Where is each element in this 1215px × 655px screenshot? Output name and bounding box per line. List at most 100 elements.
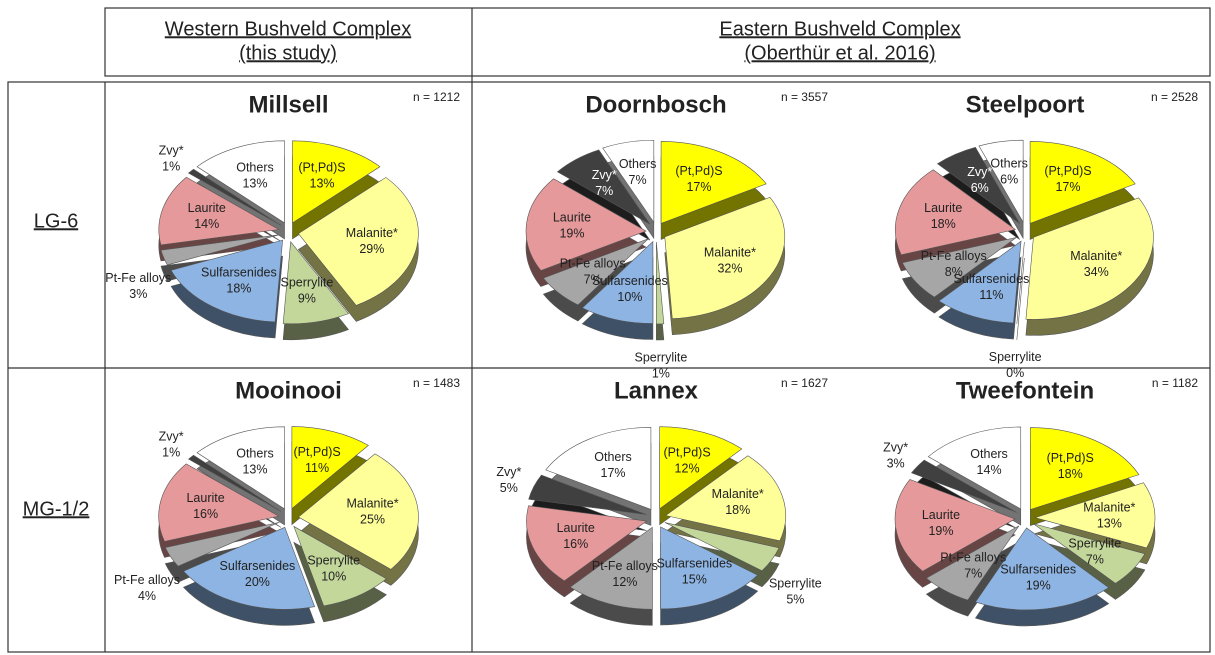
slice	[526, 505, 648, 582]
slice	[188, 454, 282, 512]
slice	[569, 526, 653, 610]
slice	[293, 525, 387, 607]
slice-value-label: 13%	[242, 176, 267, 190]
slice-label: Sulfarsenides	[656, 557, 732, 571]
row-label: MG-1/2	[23, 498, 90, 520]
slice-label: (Pt,Pd)S	[1047, 451, 1094, 465]
slice	[542, 238, 649, 306]
slice-label: Others	[594, 450, 632, 464]
slice	[974, 527, 1110, 611]
slice	[196, 140, 285, 224]
slice	[196, 426, 285, 510]
slice	[182, 526, 316, 610]
slice	[528, 474, 647, 515]
slice	[1016, 241, 1025, 324]
slice-label: Malanite*	[1083, 500, 1135, 514]
sample-size: n = 1212	[413, 90, 460, 104]
slice-label: Laurite	[924, 201, 962, 215]
slice-label: Others	[236, 160, 274, 174]
body-frame	[7, 81, 1211, 653]
slice-label: (Pt,Pd)S	[298, 160, 345, 174]
slice-value-label: 19%	[1026, 578, 1051, 592]
slice-value-label: 7%	[1086, 552, 1104, 566]
slice-label: Others	[990, 157, 1028, 171]
slice-value-label: 18%	[1058, 467, 1083, 481]
slice-label: (Pt,Pd)S	[663, 446, 710, 460]
slice-label: (Pt,Pd)S	[293, 445, 340, 459]
chart-title: Millsell	[248, 91, 328, 118]
slice-value-label: 14%	[977, 463, 1002, 477]
slice	[911, 459, 1017, 513]
slice-side	[1016, 257, 1025, 340]
slice	[291, 426, 369, 510]
slice-value-label: 16%	[563, 537, 588, 551]
column-header: (this study)	[239, 42, 337, 64]
chart-title: Lannex	[614, 377, 699, 404]
slice-label: Others	[236, 446, 274, 460]
slice-label: Pt-Fe alloys	[105, 271, 171, 285]
slice-value-label: 17%	[601, 466, 626, 480]
slice-value-label: 18%	[725, 503, 750, 517]
slice-label: Pt-Fe alloys	[560, 257, 626, 271]
slice	[656, 241, 665, 325]
slice	[1029, 141, 1136, 224]
row-label: LG-6	[34, 210, 78, 232]
slice	[660, 141, 767, 224]
slice-value-label: 7%	[584, 273, 602, 287]
slice-value-label: 17%	[686, 180, 711, 194]
slice-value-label: 34%	[1084, 265, 1109, 279]
slice-label: Sulfarsenides	[201, 266, 277, 280]
slice	[160, 234, 279, 266]
slice-label: Sulfarsenides	[220, 559, 296, 573]
slice-label: Malanite*	[1070, 249, 1122, 263]
slice	[1033, 523, 1146, 584]
slice-label: Others	[619, 157, 657, 171]
slice-value-label: 1%	[652, 366, 670, 380]
slice-value-label: 18%	[931, 217, 956, 231]
slice	[545, 427, 652, 510]
slice	[901, 237, 1017, 298]
slice-label: Zvy*	[496, 465, 521, 479]
slice-value-label: 11%	[979, 288, 1003, 302]
slice	[158, 463, 280, 542]
slice-value-label: 13%	[1097, 516, 1122, 530]
slice-value-label: 1%	[162, 446, 180, 460]
slice-label: Pt-Fe alloys	[921, 249, 987, 263]
slice	[660, 526, 759, 610]
slice	[602, 139, 655, 224]
slice	[927, 426, 1022, 510]
slice-label: Malanite*	[346, 497, 398, 511]
slice-label: Sperrylite	[635, 350, 688, 364]
slice-value-label: 6%	[1000, 173, 1018, 187]
slice-label: Sperrylite	[307, 554, 360, 568]
slice-label: Laurite	[557, 521, 595, 535]
header-frame	[104, 7, 1211, 77]
slice-label: Pt-Fe alloys	[592, 559, 658, 573]
slice-value-label: 7%	[629, 173, 647, 187]
slice-value-label: 18%	[226, 282, 251, 296]
slice-value-label: 14%	[194, 217, 219, 231]
slice-value-label: 7%	[595, 184, 613, 198]
chart-title: Mooinooi	[235, 377, 342, 404]
slice	[170, 239, 283, 323]
chart-title: Doornbosch	[585, 91, 726, 118]
slice-value-label: 6%	[971, 181, 989, 195]
slice-value-label: 12%	[675, 462, 700, 476]
slice-value-label: 19%	[928, 524, 953, 538]
slice-label: Sulfarsenides	[1000, 562, 1076, 576]
slice-value-label: 10%	[321, 570, 346, 584]
column-header: Eastern Bushveld Complex	[719, 18, 960, 40]
slice-value-label: 9%	[298, 292, 316, 306]
slice-label: Sperrylite	[1068, 536, 1121, 550]
slice-label: Zvy*	[883, 440, 908, 454]
slice	[664, 455, 786, 542]
slice-label: Malanite*	[704, 246, 756, 260]
sample-size: n = 3557	[781, 90, 828, 104]
sample-size: n = 1627	[781, 376, 828, 390]
slice-label: Sulfarsenides	[954, 272, 1030, 286]
slice	[894, 479, 1016, 572]
slice-value-label: 32%	[717, 262, 742, 276]
slice	[664, 522, 780, 572]
slice	[297, 453, 419, 570]
